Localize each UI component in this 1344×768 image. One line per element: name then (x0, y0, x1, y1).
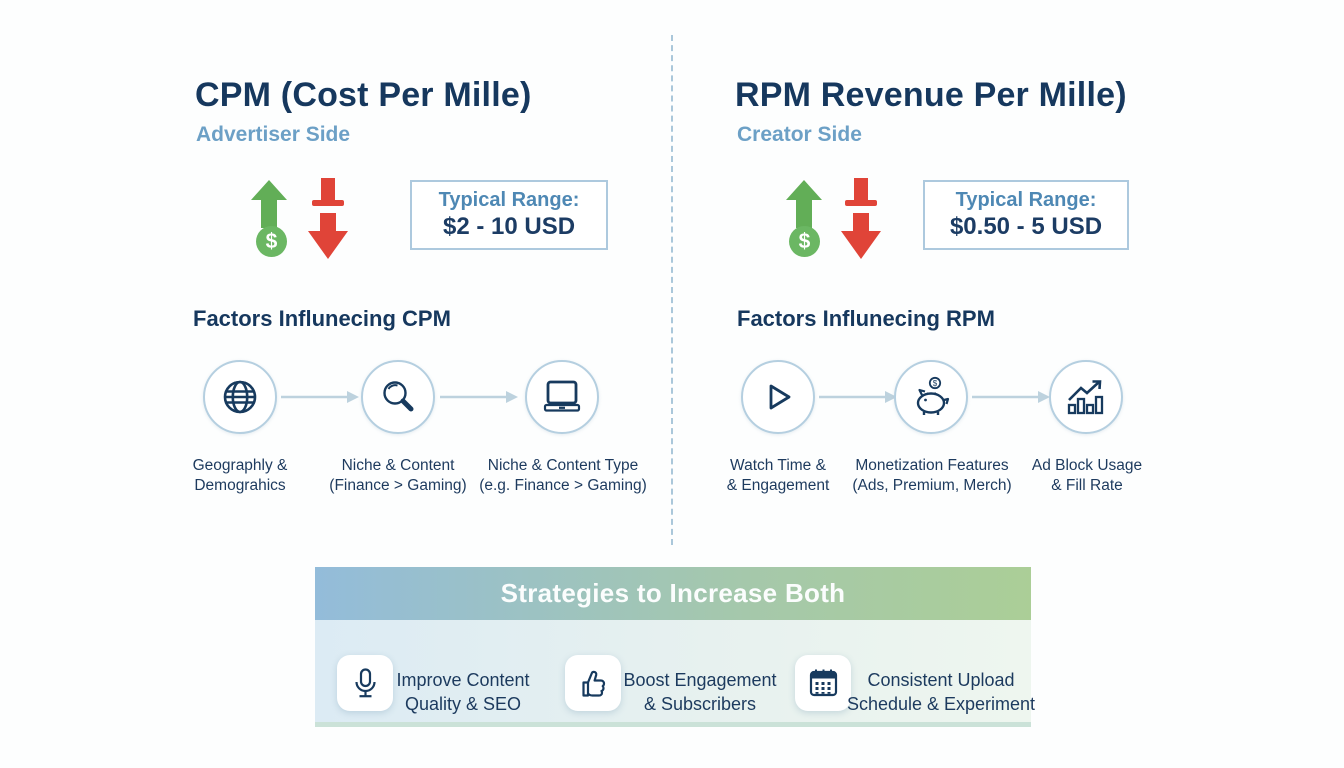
range-value: $0.50 - 5 USD (949, 213, 1103, 240)
bar-chart-icon (1067, 380, 1104, 415)
cpm-typical-range-box: Typical Range: $2 - 10 USD (410, 180, 608, 250)
strategy-label: Consistent Upload Schedule & Experiment (846, 670, 1036, 714)
strategy-card (565, 655, 621, 711)
cpm-factors-heading: Factors Influnecing CPM (193, 306, 451, 331)
factor-circle (1049, 360, 1123, 434)
strategy-card (795, 655, 851, 711)
laptop-icon (543, 380, 581, 412)
factor-label: Geographly & Demograhics (192, 457, 288, 494)
dollar-glyph: $ (265, 229, 278, 253)
factor-label: Niche & Content Type (e.g. Finance > Gam… (479, 457, 647, 494)
dollar-glyph: $ (798, 229, 811, 253)
calendar-icon (809, 669, 837, 696)
svg-text:$: $ (933, 379, 938, 388)
strategy-card (337, 655, 393, 711)
rpm-factors-heading: Factors Influnecing RPM (737, 306, 995, 331)
rpm-subtitle: Creator Side (737, 123, 862, 146)
rpm-typical-range-box: Typical Range: $0.50 - 5 USD (923, 180, 1129, 250)
piggy-bank-icon: $ (916, 376, 950, 415)
dollar-icon: $ (256, 226, 287, 257)
factor-circle (525, 360, 599, 434)
strategies-heading: Strategies to Increase Both (500, 578, 846, 608)
rpm-title: RPM Revenue Per Mille) (735, 76, 1127, 114)
range-value: $2 - 10 USD (442, 213, 576, 240)
strategy-label: Improve Content Quality & SEO (396, 670, 530, 714)
down-arrow-stub-icon (845, 178, 877, 206)
play-icon (769, 384, 791, 410)
thumbs-up-icon (581, 670, 605, 697)
magnifier-icon (383, 381, 414, 412)
factor-circle: $ (894, 360, 968, 434)
microphone-icon (354, 667, 376, 697)
factor-label: Watch Time & & Engagement (726, 457, 830, 494)
factor-circle (203, 360, 277, 434)
dollar-icon: $ (789, 226, 820, 257)
factor-label: Niche & Content (Finance > Gaming) (329, 457, 467, 494)
up-arrow-icon (251, 180, 287, 228)
flow-arrow-icon (440, 391, 518, 403)
strategies-banner: Strategies to Increase Both (315, 567, 1031, 620)
down-arrow-icon (841, 213, 881, 259)
cpm-subtitle: Advertiser Side (196, 123, 351, 146)
flow-arrow-icon (281, 391, 359, 403)
up-arrow-icon (786, 180, 822, 228)
factor-circle (741, 360, 815, 434)
range-label: Typical Range: (438, 189, 580, 211)
cpm-title: CPM (Cost Per Mille) (195, 76, 532, 114)
factor-label: Ad Block Usage & Fill Rate (1031, 457, 1143, 494)
factor-label: Monetization Features (Ads, Premium, Mer… (852, 457, 1012, 494)
down-arrow-stub-icon (312, 178, 344, 206)
globe-icon (223, 380, 257, 414)
range-label: Typical Range: (955, 189, 1097, 211)
vertical-divider (671, 35, 673, 545)
flow-arrow-icon (819, 391, 897, 403)
strategies-strip (315, 620, 1031, 727)
flow-arrow-icon (972, 391, 1050, 403)
strategy-label: Boost Engagement & Subscribers (623, 670, 777, 714)
factor-circle (361, 360, 435, 434)
down-arrow-icon (308, 213, 348, 259)
